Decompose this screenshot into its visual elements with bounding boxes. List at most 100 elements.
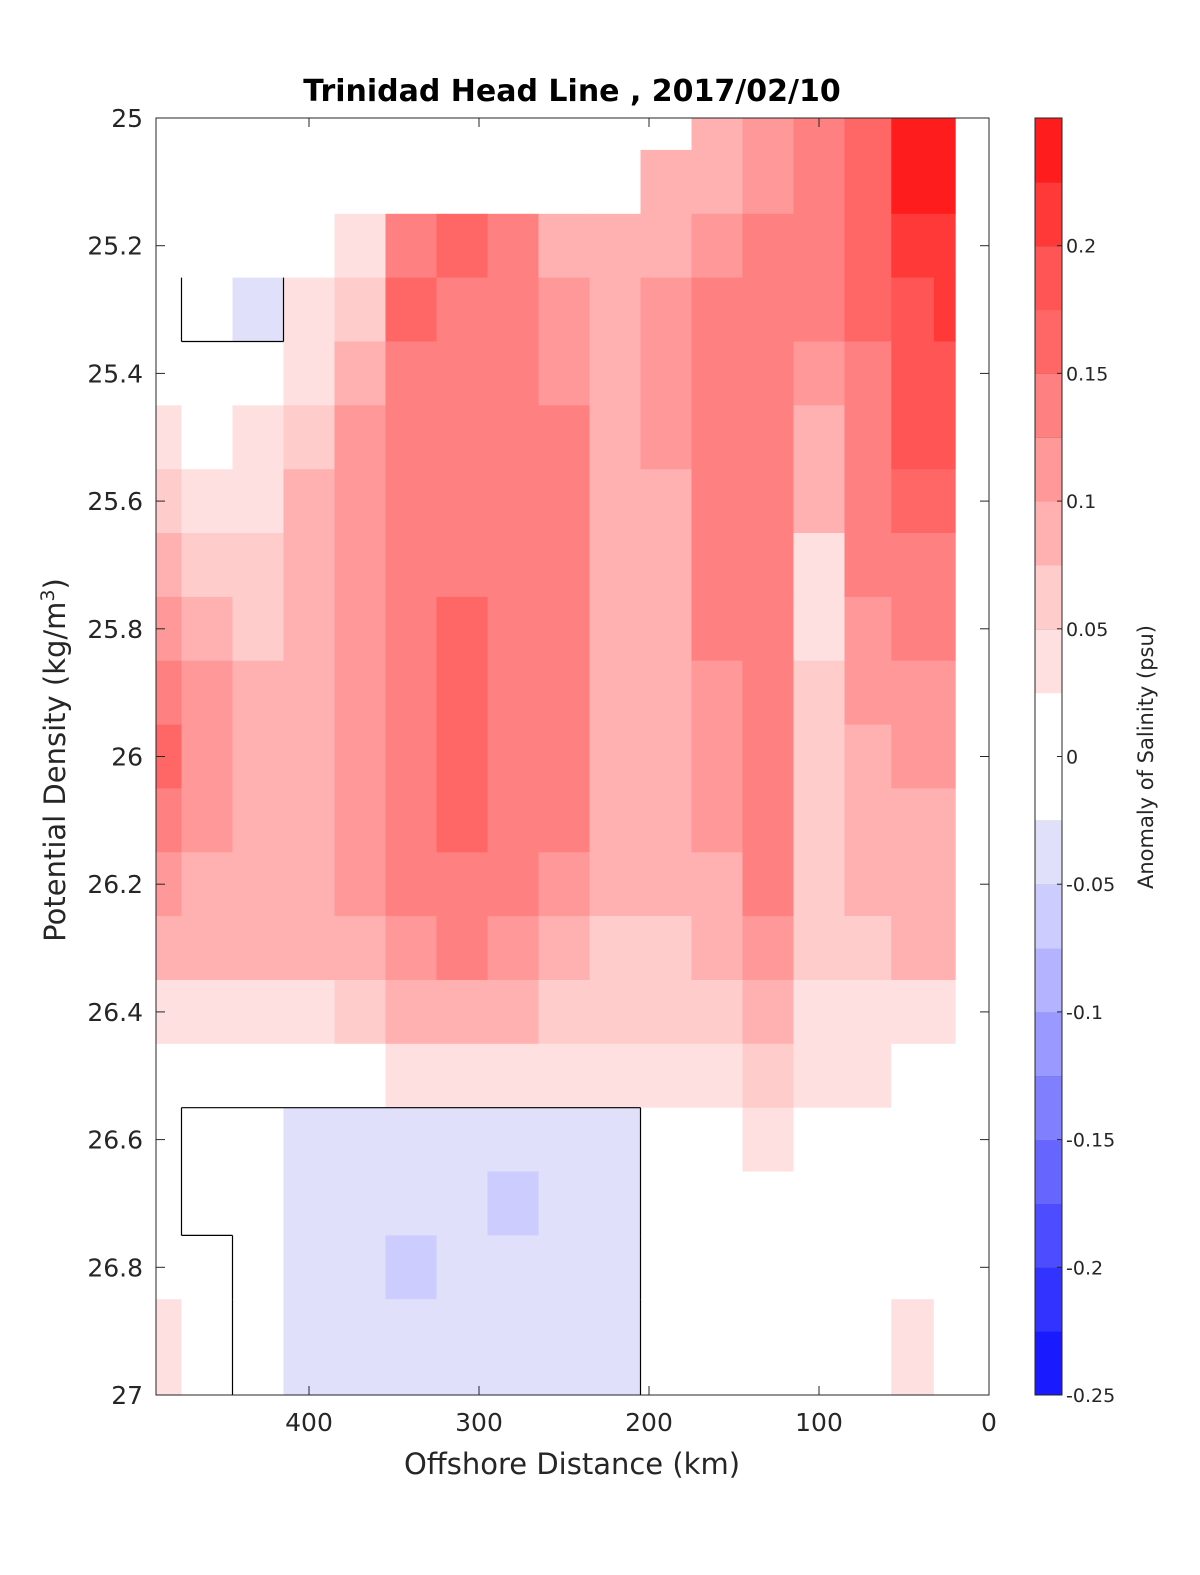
x-tick-label: 100 — [795, 1408, 843, 1437]
heatmap-cell — [691, 149, 744, 215]
heatmap-cell — [385, 1235, 438, 1300]
heatmap-cell — [891, 533, 935, 598]
heatmap-cell — [334, 1299, 387, 1396]
colorbar-swatch — [1035, 628, 1062, 694]
heatmap-cell — [181, 916, 234, 981]
heatmap-cell — [691, 724, 744, 790]
heatmap-cell — [538, 533, 591, 598]
heatmap-cell — [538, 1107, 591, 1173]
chart-title: Trinidad Head Line , 2017/02/10 — [303, 74, 840, 109]
heatmap-cell — [793, 916, 846, 981]
heatmap-cell — [181, 788, 234, 853]
colorbar-swatch — [1035, 1139, 1062, 1204]
heatmap-cell — [181, 980, 234, 1045]
heatmap-cell — [385, 916, 438, 981]
heatmap-cell — [436, 1107, 489, 1173]
heatmap-cell — [742, 469, 795, 534]
heatmap-cell — [538, 469, 591, 534]
heatmap-cell — [844, 660, 892, 726]
heatmap-cell — [742, 1235, 795, 1300]
colorbar-swatch — [1035, 1203, 1062, 1268]
heatmap-cell — [385, 660, 438, 726]
y-axis-title-main: Potential Density (kg/m — [38, 602, 72, 942]
heatmap-cell — [640, 916, 693, 981]
heatmap-cell — [742, 533, 795, 598]
heatmap-cell — [933, 980, 956, 1045]
colorbar-swatch — [1035, 884, 1062, 949]
heatmap-cell — [385, 533, 438, 598]
heatmap-cell — [436, 277, 489, 343]
heatmap-cell — [933, 469, 956, 534]
heatmap-cell — [156, 1043, 183, 1109]
heatmap-cell — [385, 1107, 438, 1173]
heatmap-cell — [691, 405, 744, 470]
heatmap-cell — [487, 341, 540, 406]
heatmap-cell — [691, 1107, 744, 1173]
heatmap-cell — [538, 852, 591, 917]
heatmap-cell — [640, 1107, 693, 1173]
heatmap-cell — [640, 980, 693, 1045]
heatmap-cell — [232, 533, 285, 598]
heatmap-cell — [283, 852, 336, 917]
heatmap-cell — [891, 277, 935, 343]
heatmap-cell — [232, 405, 285, 470]
heatmap-cell — [691, 213, 744, 279]
heatmap-cell — [742, 341, 795, 406]
heatmap-cell — [793, 149, 846, 215]
heatmap-cell — [793, 533, 846, 598]
heatmap-cell — [844, 341, 892, 406]
y-tick-label: 26.8 — [87, 1253, 143, 1282]
heatmap-cell — [891, 916, 935, 981]
heatmap-cell — [334, 916, 387, 981]
heatmap-cell — [538, 916, 591, 981]
heatmap-cell — [640, 1171, 693, 1236]
plot-area: 25 25.2 25.4 25.6 25.8 26 26.2 26.4 26.6 26.8 27 4… — [87, 104, 997, 1437]
heatmap-cell — [589, 724, 642, 790]
heatmap-cell — [487, 469, 540, 534]
colorbar-swatch — [1035, 1075, 1062, 1141]
heatmap-cell — [487, 916, 540, 981]
heatmap-cell — [933, 405, 956, 470]
heatmap-cell — [487, 596, 540, 662]
heatmap-cell — [385, 724, 438, 790]
y-axis-title-exponent: 3 — [37, 589, 59, 601]
heatmap-cell — [589, 405, 642, 470]
heatmap-cell — [385, 213, 438, 279]
colorbar-swatch — [1035, 1331, 1062, 1396]
colorbar-swatch — [1035, 309, 1062, 374]
heatmap-cell — [589, 1107, 642, 1173]
heatmap-cell — [538, 724, 591, 790]
heatmap-cell — [742, 118, 795, 151]
colorbar-tick-label: 0.15 — [1066, 363, 1108, 385]
heatmap-cell — [640, 1043, 693, 1109]
heatmap-cell — [933, 788, 956, 853]
heatmap-cell — [793, 660, 846, 726]
colorbar-swatch — [1035, 501, 1062, 566]
heatmap-cell — [283, 1107, 336, 1173]
heatmap-cell — [538, 596, 591, 662]
heatmap-cell — [933, 277, 956, 343]
heatmap-cell — [181, 341, 234, 406]
heatmap-cell — [334, 469, 387, 534]
heatmap-cell — [793, 852, 846, 917]
heatmap-cell — [156, 788, 183, 853]
heatmap-cell — [640, 533, 693, 598]
heatmap-cell — [436, 596, 489, 662]
heatmap-cell — [487, 405, 540, 470]
heatmap-cell — [844, 596, 892, 662]
colorbar-swatch — [1035, 181, 1062, 247]
heatmap-cell — [793, 1299, 846, 1396]
heatmap-cell — [793, 405, 846, 470]
y-tick-label: 25 — [111, 104, 143, 133]
heatmap-cell — [436, 341, 489, 406]
heatmap-cell — [487, 724, 540, 790]
heatmap-cell — [891, 213, 935, 279]
heatmap-cell — [891, 980, 935, 1045]
colorbar-swatch — [1035, 820, 1062, 885]
heatmap-cell — [589, 852, 642, 917]
heatmap-cell — [691, 980, 744, 1045]
heatmap-cell — [640, 660, 693, 726]
heatmap-cell — [640, 788, 693, 853]
heatmap-cell — [844, 533, 892, 598]
heatmap-cell — [232, 660, 285, 726]
